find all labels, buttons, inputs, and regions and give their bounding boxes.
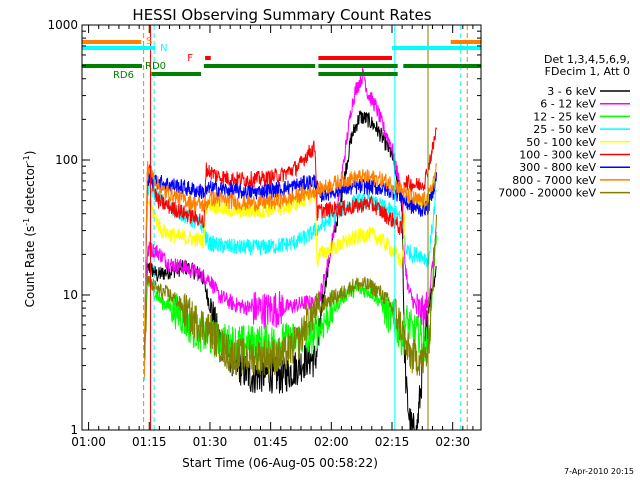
y-tick-label-1: 1 [70,423,78,437]
axes-frame [81,24,482,431]
x-tick-label-5: 02:00 [314,435,349,449]
x-tick-label-4: 01:45 [253,435,288,449]
y-tick-label-3: 100 [55,153,78,167]
legend-title-line-2: FDecim 1, Att 0 [545,65,630,78]
x-tick-label-6: 02:15 [375,435,410,449]
y-axis-label-end: ) [23,151,37,156]
series-line-5 [143,171,437,344]
y-axis-label-main: Count Rate (s [23,226,37,308]
state-bar-label-n: N [160,43,167,54]
data-series-group [143,25,468,430]
state-bar-label-rd6: RD6 [113,70,134,81]
series-line-6 [143,127,437,352]
y-tick-label-4: 1000 [47,18,78,32]
svg-text:Count Rate (s-1 detector-1): Count Rate (s-1 detector-1) [22,151,37,308]
y-axis-label-mid: detector [23,163,37,218]
x-axis-label: Start Time (06-Aug-05 00:58:22) [182,456,378,470]
legend-title-line-1: Det 1,3,4,5,6,9, [544,53,630,66]
state-bar-label-f: F [187,53,193,64]
x-tick-label-1: 01:00 [71,435,106,449]
y-axis-label: Count Rate (s-1 detector-1) [22,151,37,308]
series-line-2 [143,67,437,348]
legend: Det 1,3,4,5,6,9,FDecim 1, Att 0 3 - 6 keV… [498,53,630,200]
series-line-9 [143,214,437,376]
footer-date: 7-Apr-2010 20:15 [564,467,634,476]
legend-entry-label-5: 50 - 100 keV [526,136,596,149]
legend-entry-label-1: 3 - 6 keV [547,85,596,98]
legend-entry-label-9: 7000 - 20000 keV [498,187,596,200]
state-bar-label-s: S [146,36,152,47]
legend-entry-label-2: 6 - 12 keV [540,98,596,111]
y-tick-label-2: 10 [63,288,78,302]
chart-title: HESSI Observing Summary Count Rates [132,6,431,24]
state-bar-label-rd0: RD0 [145,61,166,72]
y-axis-label-sup1: -1 [22,218,31,226]
legend-entry-label-6: 100 - 300 keV [519,149,596,162]
series-line-7 [143,172,437,358]
x-tick-label-7: 02:30 [435,435,470,449]
legend-entry-label-8: 800 - 7000 keV [512,174,596,187]
series-line-8 [143,160,437,378]
legend-entry-label-7: 300 - 800 keV [519,161,596,174]
x-tick-label-3: 01:30 [193,435,228,449]
legend-entry-label-4: 25 - 50 keV [533,123,596,136]
y-axis-label-sup2: -1 [22,155,31,163]
x-tick-label-2: 01:15 [132,435,167,449]
legend-entry-label-3: 12 - 25 keV [533,110,596,123]
plot-area: SN F RD0 RD6 01:00 01:15 01:30 01:45 02:00 02:15 0… [47,18,482,449]
